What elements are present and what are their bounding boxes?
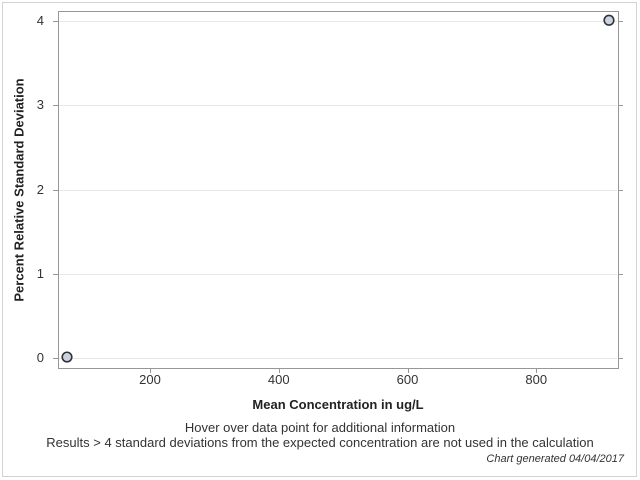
x-tick-label: 800 — [525, 372, 548, 387]
footnote-exclusion-rule: Results > 4 standard deviations from the… — [46, 435, 594, 450]
footnote-hover-hint: Hover over data point for additional inf… — [184, 420, 456, 435]
data-point[interactable] — [603, 14, 615, 26]
x-axis-title: Mean Concentration in ug/L — [252, 397, 424, 412]
y-tick-label: 1 — [36, 265, 44, 281]
x-tick-label: 200 — [139, 372, 161, 387]
y-tick-label: 0 — [36, 349, 44, 365]
y-tick-label: 2 — [36, 181, 44, 197]
generated-date: Chart generated 04/04/2017 — [486, 453, 624, 465]
x-tick-label: 600 — [396, 372, 419, 387]
data-point[interactable] — [61, 351, 73, 363]
y-tick-label: 3 — [36, 97, 44, 113]
x-tick-label: 400 — [267, 372, 290, 387]
y-tick-label: 4 — [36, 13, 44, 29]
